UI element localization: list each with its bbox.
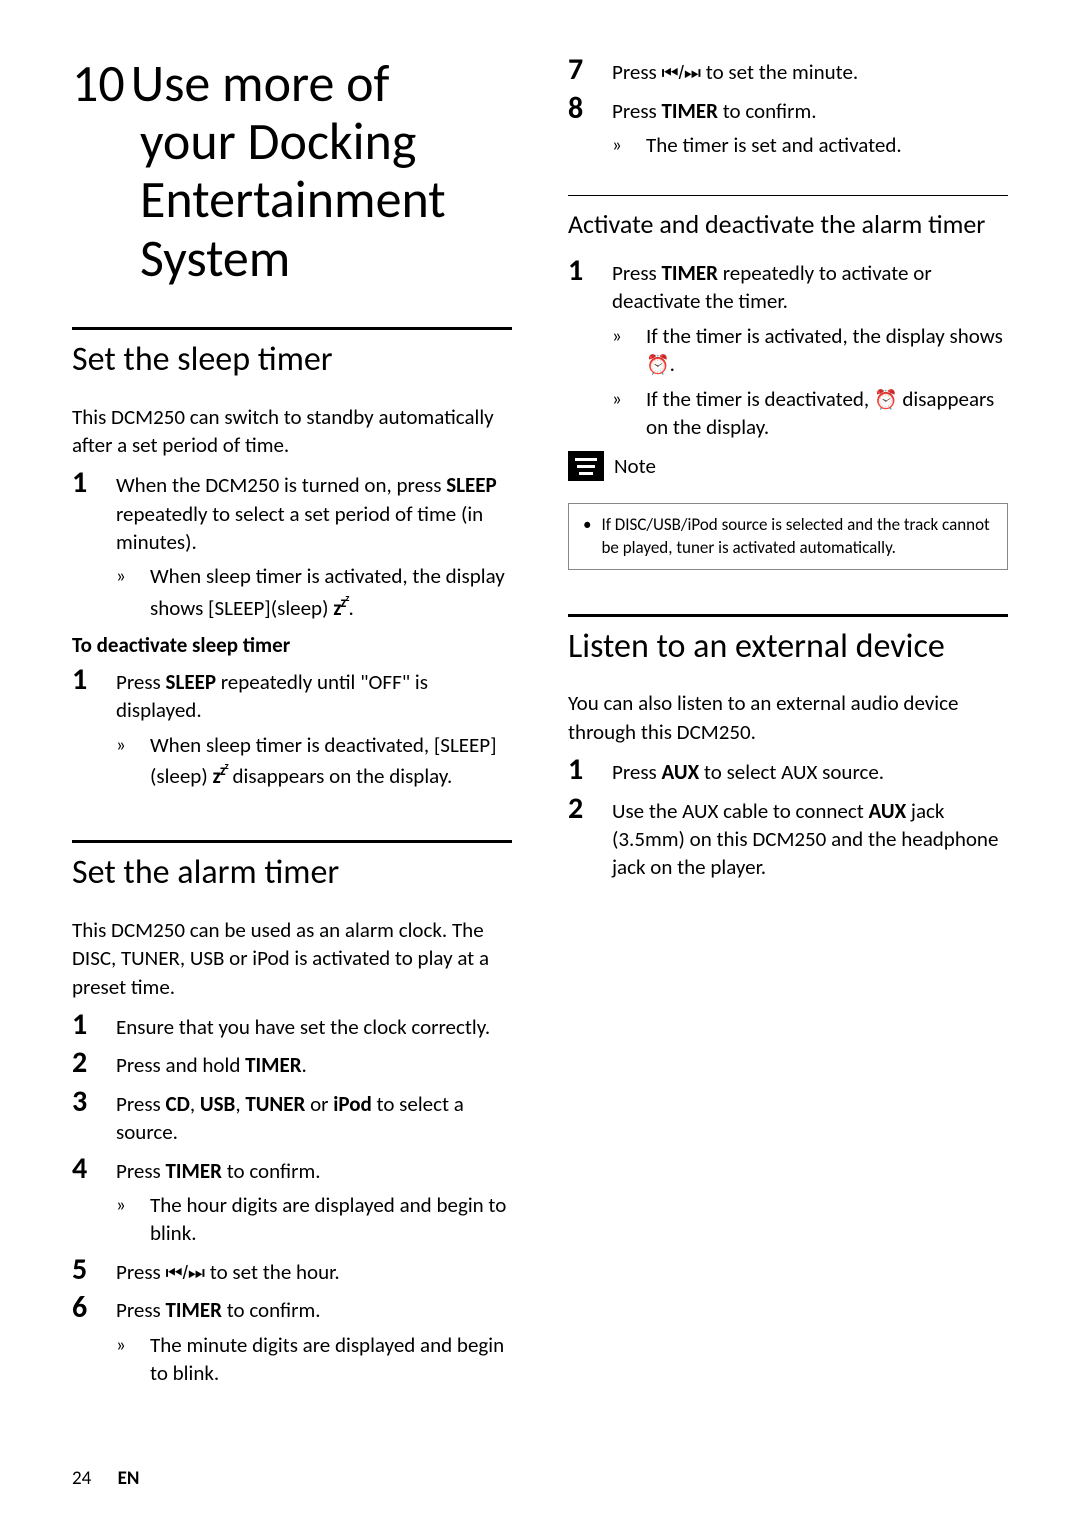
sleep-icon: zzz <box>212 763 227 789</box>
bullet-icon: • <box>583 514 591 558</box>
alarm-step-6-result: » The minute digits are displayed and be… <box>116 1331 512 1388</box>
sleep-intro: This DCM250 can switch to standby automa… <box>72 403 512 460</box>
chapter-title: 10Use more of your Docking Entertainment… <box>72 54 512 287</box>
section-external-title: Listen to an external device <box>568 627 1008 668</box>
alarm-step-4: 4 Press TIMER to confirm. <box>72 1153 512 1185</box>
section-rule <box>568 614 1008 617</box>
right-column: 7 Press ⏮/⏭ to set the minute. 8 Press T… <box>568 54 1008 1393</box>
alarm-step-7: 7 Press ⏮/⏭ to set the minute. <box>568 54 1008 87</box>
note-text: If DISC/USB/iPod source is selected and … <box>601 514 995 558</box>
sleep-deact-step-1: 1 Press SLEEP repeatedly until "OFF" is … <box>72 664 512 725</box>
alarm-step-8: 8 Press TIMER to confirm. <box>568 93 1008 125</box>
activate-step-1: 1 Press TIMER repeatedly to activate or … <box>568 255 1008 316</box>
alarm-step-4-result: » The hour digits are displayed and begi… <box>116 1191 512 1248</box>
language-code: EN <box>118 1467 140 1490</box>
external-step-2: 2 Use the AUX cable to connect AUX jack … <box>568 793 1008 882</box>
sleep-step-1: 1 When the DCM250 is turned on, press SL… <box>72 467 512 556</box>
page-footer: 24 EN <box>72 1467 139 1490</box>
page-number: 24 <box>72 1467 91 1490</box>
sleep-step-1-result: » When sleep timer is activated, the dis… <box>116 562 512 622</box>
alarm-step-6: 6 Press TIMER to confirm. <box>72 1292 512 1324</box>
sleep-deact-result: » When sleep timer is deactivated, [SLEE… <box>116 731 512 791</box>
note-label: Note <box>568 451 1008 481</box>
alarm-step-1: 1 Ensure that you have set the clock cor… <box>72 1009 512 1041</box>
section-sleep-timer-title: Set the sleep timer <box>72 340 512 381</box>
alarm-intro: This DCM250 can be used as an alarm cloc… <box>72 916 512 1001</box>
activate-result-2: » If the timer is deactivated, ⏰ disappe… <box>612 385 1008 442</box>
left-column: 10Use more of your Docking Entertainment… <box>72 54 512 1393</box>
section-rule <box>72 327 512 330</box>
section-rule <box>72 840 512 843</box>
sleep-icon: zzz <box>333 595 348 621</box>
chapter-number: 10 <box>72 54 125 112</box>
alarm-step-8-result: » The timer is set and activated. <box>612 131 1008 159</box>
timer-icon: ⏰ <box>874 390 898 411</box>
note-box: • If DISC/USB/iPod source is selected an… <box>568 503 1008 569</box>
prev-next-icon: ⏮/⏭ <box>166 1263 205 1284</box>
subsection-rule <box>568 195 1008 196</box>
activate-result-1: » If the timer is activated, the display… <box>612 322 1008 379</box>
activate-deactivate-title: Activate and deactivate the alarm timer <box>568 208 1008 241</box>
alarm-step-3: 3 Press CD, USB, TUNER or iPod to select… <box>72 1086 512 1147</box>
prev-next-icon: ⏮/⏭ <box>662 63 701 84</box>
alarm-step-2: 2 Press and hold TIMER. <box>72 1047 512 1079</box>
deactivate-sleep-subhead: To deactivate sleep timer <box>72 632 512 658</box>
note-icon <box>568 451 604 481</box>
section-alarm-timer-title: Set the alarm timer <box>72 853 512 894</box>
external-intro: You can also listen to an external audio… <box>568 689 1008 746</box>
alarm-step-5: 5 Press ⏮/⏭ to set the hour. <box>72 1254 512 1287</box>
external-step-1: 1 Press AUX to select AUX source. <box>568 754 1008 786</box>
timer-icon: ⏰ <box>646 355 670 376</box>
